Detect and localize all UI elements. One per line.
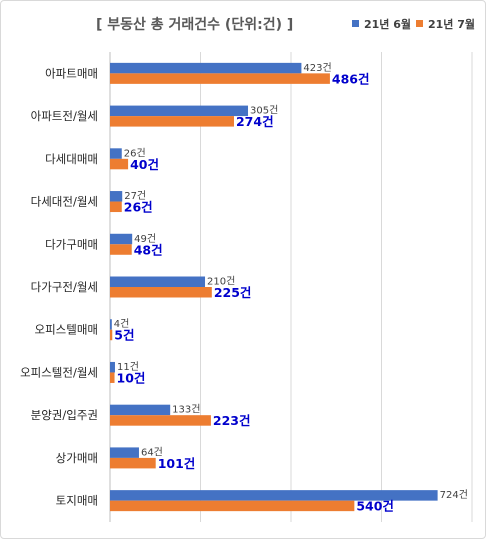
data-label-jun: 423건 xyxy=(303,62,331,74)
category-label: 토지매매 xyxy=(56,494,98,508)
category-label: 오피스텔매매 xyxy=(35,323,98,337)
bar-jun xyxy=(110,148,122,159)
data-label-jun: 133건 xyxy=(172,404,200,416)
data-label-jul: 540건 xyxy=(356,499,394,514)
data-label-jul: 26건 xyxy=(124,200,153,215)
bar-jul xyxy=(110,372,115,383)
bar-jun xyxy=(110,62,302,74)
data-label-jul: 48건 xyxy=(134,242,163,257)
data-label-jun: 27건 xyxy=(124,190,146,202)
bar-jul xyxy=(110,73,330,84)
bar-jun xyxy=(110,447,139,458)
bar-jun xyxy=(110,233,133,245)
data-label-jun: 305건 xyxy=(250,105,278,117)
category-label: 아파트전/월세 xyxy=(31,109,98,123)
data-label-jul: 10건 xyxy=(117,370,146,385)
category-label: 다가구매매 xyxy=(45,237,98,251)
bar-jun xyxy=(110,361,115,373)
bar-jun xyxy=(110,105,249,117)
data-label-jul: 225건 xyxy=(214,285,252,300)
legend-item-jun: 21년 6월 xyxy=(352,16,411,32)
legend-item-jul: 21년 7월 xyxy=(416,16,475,32)
data-label-jun: 26건 xyxy=(124,147,146,159)
bar-jul xyxy=(110,415,211,426)
data-label-jun: 64건 xyxy=(141,446,163,458)
bar-jul xyxy=(110,116,234,127)
legend-label-jul: 21년 7월 xyxy=(428,18,476,31)
bar-jun xyxy=(110,490,438,501)
bar-jun xyxy=(110,319,112,330)
category-label: 다세대전/월세 xyxy=(31,195,98,209)
bar-jul xyxy=(110,201,122,213)
bar-jul xyxy=(110,287,212,298)
data-label-jun: 49건 xyxy=(134,233,156,245)
bar-jun xyxy=(110,404,171,416)
data-label-jul: 274건 xyxy=(236,114,274,129)
category-label: 다세대매매 xyxy=(45,152,98,166)
data-label-jul: 101건 xyxy=(158,456,196,471)
category-label: 아파트매매 xyxy=(45,66,98,80)
legend-swatch-jun xyxy=(352,20,359,27)
legend-label-jun: 21년 6월 xyxy=(364,18,412,31)
bar-jul xyxy=(110,500,355,512)
data-label-jun: 11건 xyxy=(117,361,139,373)
bar-jul xyxy=(110,158,129,170)
bar-jul xyxy=(110,329,113,341)
bar-jul xyxy=(110,244,132,255)
category-label: 상가매매 xyxy=(56,451,98,465)
legend-swatch-jul xyxy=(416,20,423,27)
category-label: 오피스텔전/월세 xyxy=(20,365,98,379)
bar-jun xyxy=(110,276,206,287)
bar-jun xyxy=(110,191,123,202)
data-label-jul: 223건 xyxy=(213,413,251,428)
data-label-jul: 5건 xyxy=(114,328,134,343)
category-label: 분양권/입주권 xyxy=(31,408,98,422)
data-label-jul: 40건 xyxy=(130,157,159,172)
bar-jul xyxy=(110,457,156,469)
category-label: 다가구전/월세 xyxy=(31,280,98,294)
data-label-jul: 486건 xyxy=(332,71,370,86)
data-label-jun: 210건 xyxy=(207,276,235,288)
data-label-jun: 724건 xyxy=(440,489,468,501)
chart-title: [ 부동산 총 거래건수 (단위:건) ] xyxy=(96,17,294,33)
data-label-jun: 4건 xyxy=(114,318,130,330)
